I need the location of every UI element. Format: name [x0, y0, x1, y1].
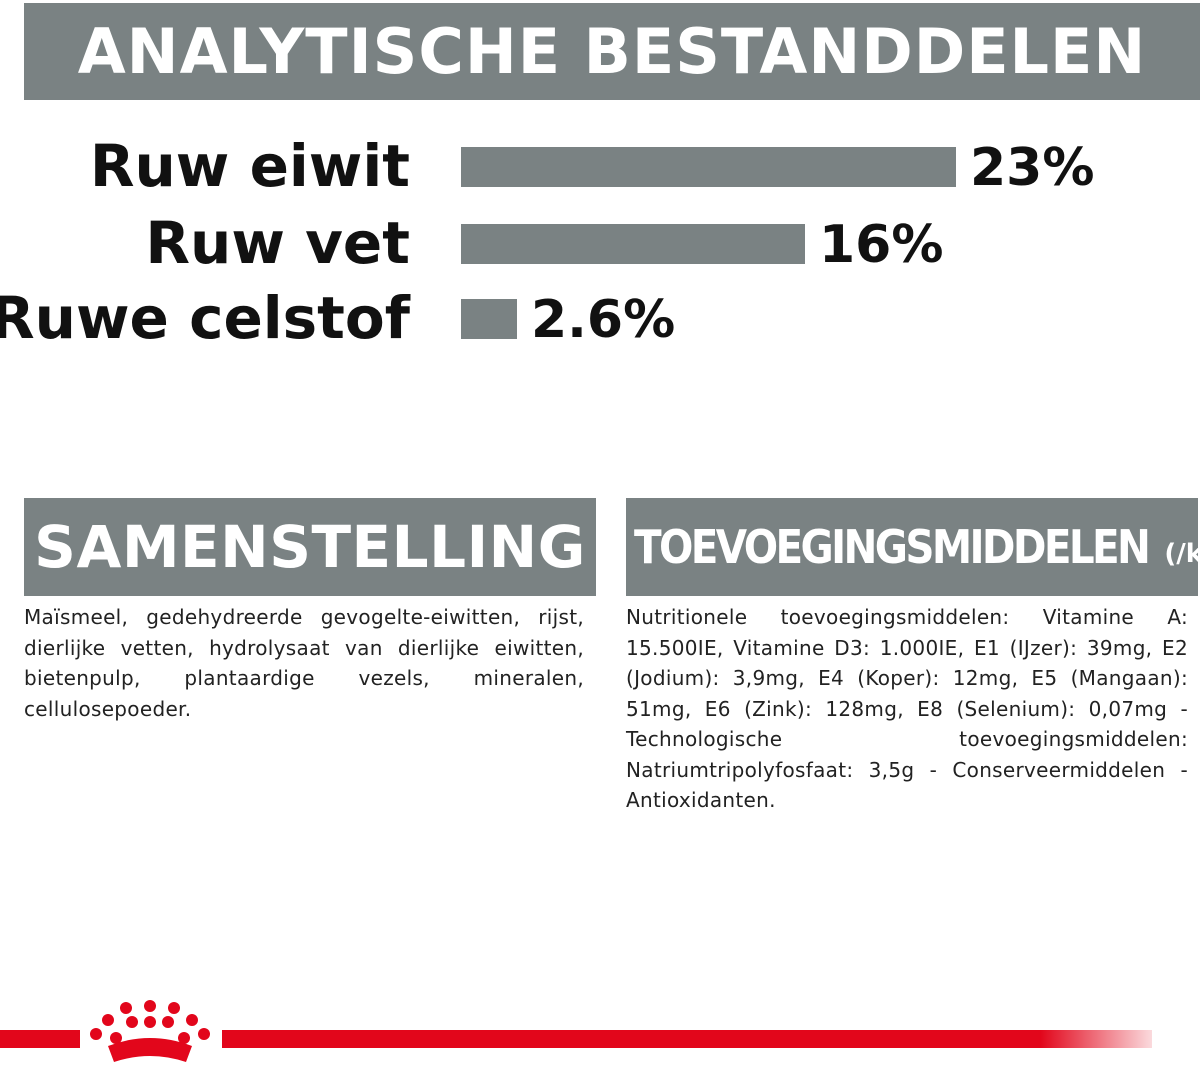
composition-header: SAMENSTELLING [24, 498, 596, 596]
category-label: Ruw vet [145, 209, 410, 277]
category-label: Ruwe celstof [0, 284, 410, 352]
value-label: 16% [819, 215, 944, 275]
additives-text: Nutritionele toevoegingsmiddelen: Vitami… [626, 605, 1188, 812]
value-label: 2.6% [531, 290, 676, 350]
value-label: 23% [970, 138, 1095, 198]
composition-text: Maïsmeel, gedehydreerde gevogelte-eiwitt… [24, 605, 584, 721]
royal-canin-crown-icon [90, 1000, 210, 1062]
composition-title: SAMENSTELLING [34, 513, 586, 581]
additives-unit: (/kg) [1164, 539, 1198, 569]
bar [461, 224, 805, 264]
analytical-title: ANALYTISCHE BESTANDDELEN [77, 15, 1147, 88]
additives-title: TOEVOEGINGSMIDDELEN [634, 520, 1151, 574]
additives-header: TOEVOEGINGSMIDDELEN (/kg) [626, 498, 1198, 596]
footer-line-fade [222, 1030, 1152, 1048]
bar [461, 299, 517, 339]
bar [461, 147, 956, 187]
analytical-header: ANALYTISCHE BESTANDDELEN [24, 3, 1200, 100]
footer-line [0, 1030, 80, 1048]
category-label: Ruw eiwit [89, 132, 410, 200]
